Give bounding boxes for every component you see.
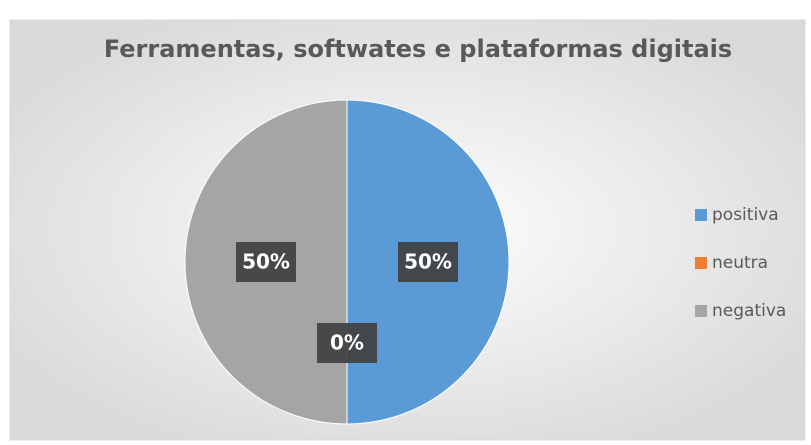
legend-swatch: [695, 209, 707, 221]
data-label: 50%: [242, 250, 290, 274]
data-label-box: [398, 242, 458, 282]
legend-label: neutra: [712, 253, 768, 273]
legend-swatch: [695, 257, 707, 269]
data-label-box: [236, 242, 296, 282]
data-label-box: [317, 323, 377, 363]
legend-swatch: [695, 305, 707, 317]
data-label: 50%: [404, 250, 452, 274]
data-label: 0%: [330, 331, 364, 355]
chart-title: Ferramentas, softwates e plataformas dig…: [104, 35, 732, 63]
legend-label: positiva: [712, 205, 779, 225]
legend-label: negativa: [712, 301, 786, 321]
